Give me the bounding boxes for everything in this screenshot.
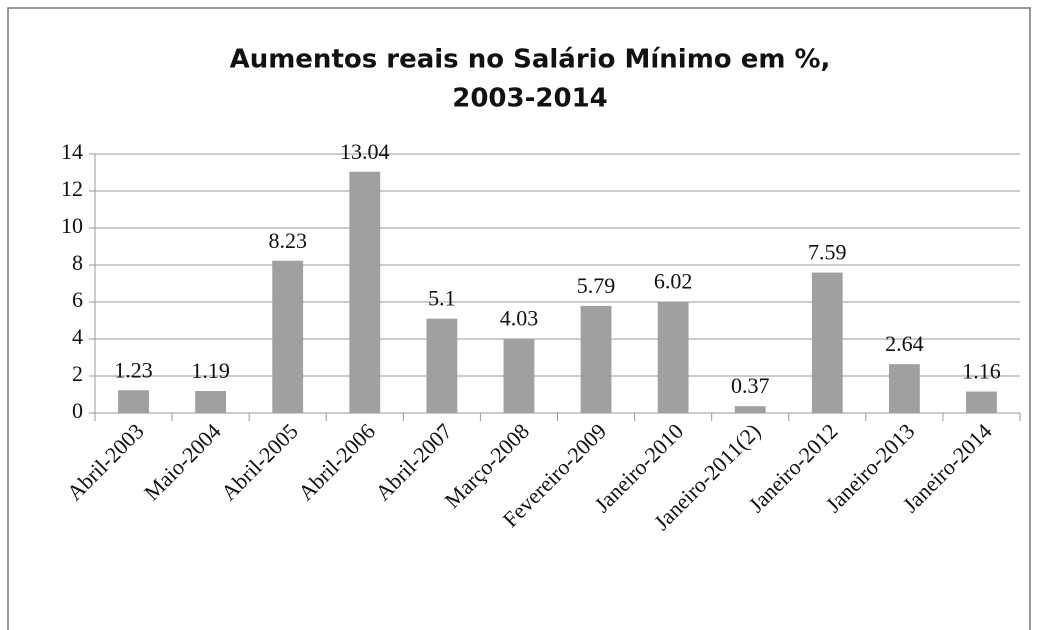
- data-label: 13.04: [340, 139, 390, 164]
- data-label: 2.64: [885, 331, 924, 356]
- y-tick-label: 10: [61, 213, 83, 238]
- data-label: 8.23: [268, 228, 307, 253]
- data-label: 0.37: [731, 373, 770, 398]
- y-tick-label: 0: [72, 398, 83, 423]
- x-tick-label: Maio-2004: [139, 418, 226, 505]
- data-label: 4.03: [500, 305, 539, 330]
- data-label: 1.19: [191, 358, 230, 383]
- bar: [734, 406, 766, 413]
- data-label: 1.23: [114, 357, 153, 382]
- bar: [118, 390, 149, 413]
- data-label: 5.79: [577, 273, 616, 298]
- bar: [580, 305, 612, 413]
- bar: [966, 391, 997, 413]
- bar: [195, 390, 227, 413]
- y-tick-label: 4: [72, 324, 83, 349]
- y-tick-label: 2: [72, 361, 83, 386]
- bar: [811, 272, 843, 413]
- bar: [272, 260, 304, 413]
- bar: [503, 338, 535, 413]
- bar: [426, 318, 458, 413]
- data-label: 5.1: [428, 286, 456, 311]
- chart-title: 2003-2014: [452, 84, 608, 114]
- chart-border: [7, 7, 1031, 630]
- y-tick-label: 14: [61, 139, 83, 164]
- chart-title: Aumentos reais no Salário Mínimo em %,: [230, 45, 831, 75]
- bar: [888, 364, 920, 413]
- x-tick-label: Abril-2006: [293, 418, 380, 505]
- y-tick-label: 8: [72, 250, 83, 275]
- data-label: 7.59: [808, 240, 847, 265]
- data-label: 6.02: [654, 269, 693, 294]
- x-tick-label: Abril-2005: [216, 418, 303, 505]
- x-tick-label: Abril-2003: [62, 418, 149, 505]
- data-label: 1.16: [962, 359, 1001, 384]
- bar: [657, 301, 689, 413]
- bar: [349, 171, 381, 413]
- y-tick-label: 12: [61, 176, 83, 201]
- y-tick-label: 6: [72, 287, 83, 312]
